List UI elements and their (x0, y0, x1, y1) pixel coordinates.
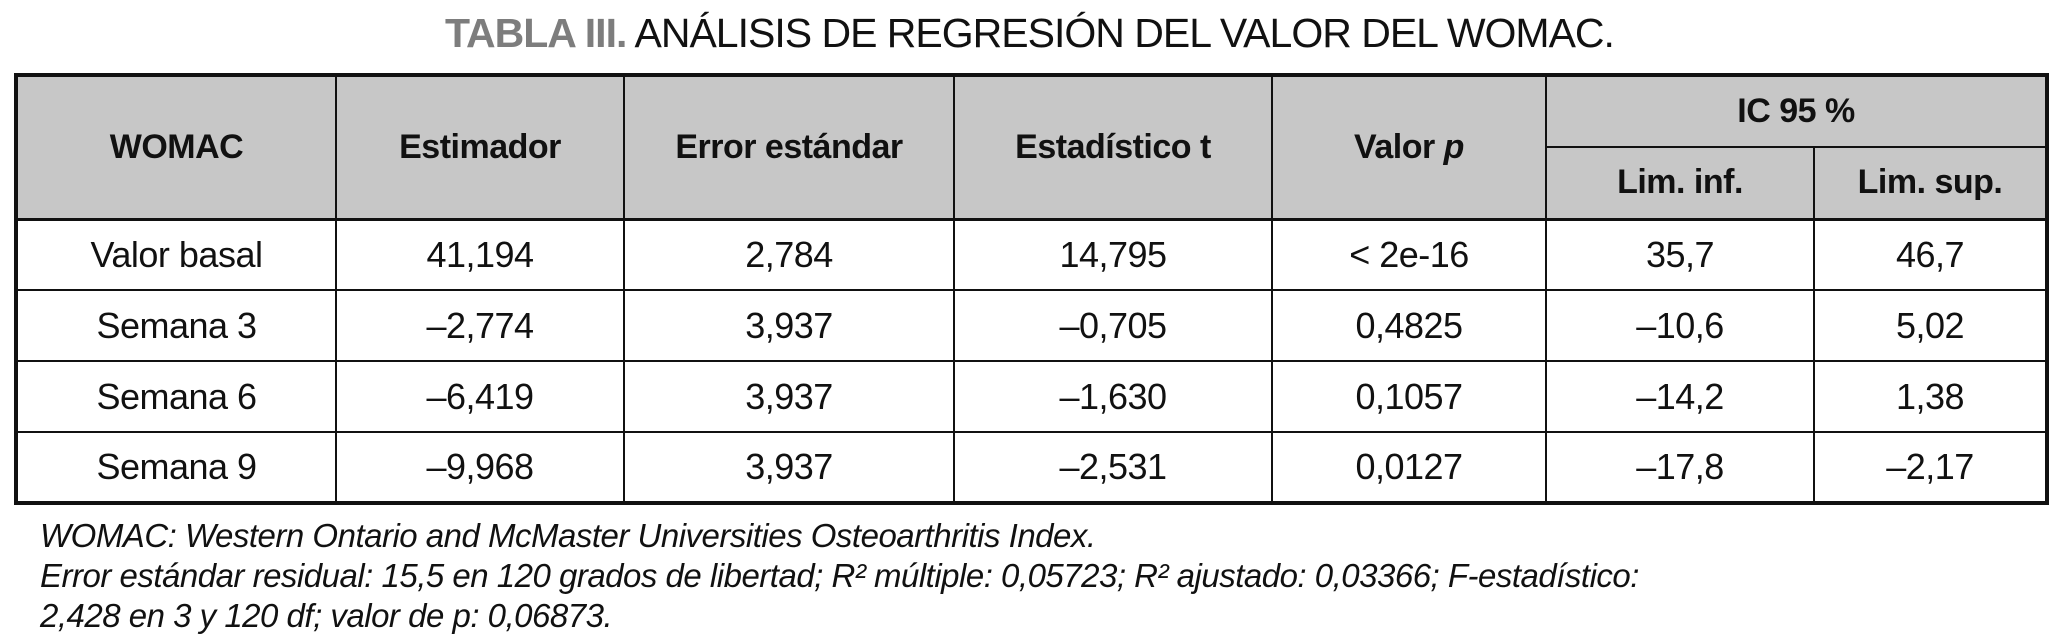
cell-valor-p: 0,0127 (1271, 431, 1547, 504)
cell-valor-p: 0,4825 (1271, 289, 1547, 362)
cell-error-estandar: 2,784 (623, 217, 955, 291)
table-footnotes: WOMAC: Western Ontario and McMaster Univ… (40, 516, 2030, 636)
cell-estadistico-t: 14,795 (953, 217, 1273, 291)
footnote-womac-definition: WOMAC: Western Ontario and McMaster Univ… (40, 517, 1096, 554)
header-valor-p-prefix: Valor (1354, 127, 1444, 166)
table-header: WOMAC Estimador Error estándar Estadísti… (15, 74, 2049, 221)
cell-estadistico-t: –1,630 (953, 360, 1273, 433)
header-womac: WOMAC (15, 74, 337, 220)
header-lim-inf: Lim. inf. (1545, 146, 1815, 221)
row-label: Semana 3 (15, 289, 337, 362)
cell-lim-inf: 35,7 (1545, 217, 1815, 291)
header-estimador: Estimador (335, 74, 625, 220)
cell-lim-inf: –10,6 (1545, 289, 1815, 362)
row-label: Semana 9 (15, 431, 337, 504)
table-row-semana-6: Semana 6 –6,419 3,937 –1,630 0,1057 –14,… (15, 360, 2049, 433)
header-error-estandar: Error estándar (623, 74, 955, 220)
cell-error-estandar: 3,937 (623, 360, 955, 433)
cell-estimador: –9,968 (335, 431, 625, 504)
cell-estimador: –2,774 (335, 289, 625, 362)
cell-lim-inf: –14,2 (1545, 360, 1815, 433)
cell-estadistico-t: –0,705 (953, 289, 1273, 362)
table-row-valor-basal: Valor basal 41,194 2,784 14,795 < 2e-16 … (15, 217, 2049, 291)
header-valor-p: Valor p (1271, 74, 1547, 220)
header-ic95: IC 95 % (1544, 74, 2049, 148)
header-row-2: Lim. inf. Lim. sup. (16, 146, 2049, 221)
cell-estadistico-t: –2,531 (953, 431, 1273, 504)
cell-valor-p: < 2e-16 (1271, 217, 1547, 291)
header-estadistico-t: Estadístico t (953, 74, 1273, 220)
cell-estimador: –6,419 (335, 360, 625, 433)
footnote-regression-stats-1: Error estándar residual: 15,5 en 120 gra… (40, 557, 1639, 594)
table-body: Valor basal 41,194 2,784 14,795 < 2e-16 … (15, 217, 2049, 504)
regression-table: WOMAC Estimador Error estándar Estadísti… (14, 73, 2050, 505)
cell-lim-sup: 46,7 (1812, 217, 2049, 291)
table-row-semana-9: Semana 9 –9,968 3,937 –2,531 0,0127 –17,… (15, 431, 2049, 504)
table-row-semana-3: Semana 3 –2,774 3,937 –0,705 0,4825 –10,… (15, 289, 2049, 362)
table-title-text: ANÁLISIS DE REGRESIÓN DEL VALOR DEL WOMA… (626, 10, 1614, 56)
cell-lim-sup: 1,38 (1812, 360, 2049, 433)
header-row-1: WOMAC Estimador Error estándar Estadísti… (15, 74, 2049, 220)
header-valor-p-variable: p (1443, 127, 1465, 166)
cell-valor-p: 0,1057 (1271, 360, 1547, 433)
cell-lim-inf: –17,8 (1545, 431, 1815, 504)
cell-lim-sup: –2,17 (1812, 431, 2049, 504)
row-label: Valor basal (15, 217, 337, 291)
cell-error-estandar: 3,937 (623, 431, 955, 504)
cell-estimador: 41,194 (335, 217, 625, 291)
row-label: Semana 6 (15, 360, 337, 433)
footnote-regression-stats-2: 2,428 en 3 y 120 df; valor de p: 0,06873… (40, 597, 613, 634)
header-lim-sup: Lim. sup. (1812, 146, 2049, 221)
cell-lim-sup: 5,02 (1812, 289, 2049, 362)
cell-error-estandar: 3,937 (623, 289, 955, 362)
table-title: TABLA III. ANÁLISIS DE REGRESIÓN DEL VAL… (0, 10, 2059, 57)
table-title-label: TABLA III. (445, 10, 627, 56)
